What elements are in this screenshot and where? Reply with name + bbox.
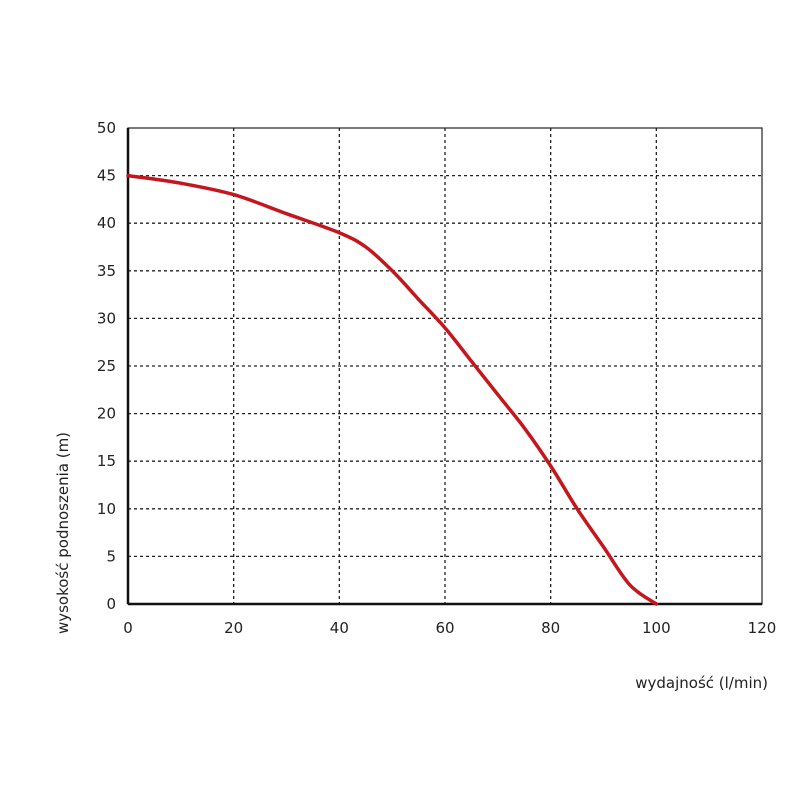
- y-axis-title: wysokość podnoszenia (m): [54, 432, 72, 634]
- x-tick-label: 60: [435, 619, 454, 637]
- y-tick-labels: 0 5 10 15 20 25 30 35 40 45 50: [97, 119, 116, 613]
- y-tick-label: 5: [106, 547, 116, 565]
- series-layer: [126, 173, 659, 606]
- y-tick-label: 20: [97, 405, 116, 423]
- x-tick-label: 20: [224, 619, 243, 637]
- y-tick-label: 40: [97, 214, 116, 232]
- y-tick-label: 25: [97, 357, 116, 375]
- y-tick-label: 10: [97, 500, 116, 518]
- x-axis-title: wydajność (l/min): [635, 674, 768, 692]
- x-tick-label: 120: [748, 619, 777, 637]
- x-tick-label: 40: [330, 619, 349, 637]
- x-tick-label: 0: [123, 619, 133, 637]
- x-tick-label: 80: [541, 619, 560, 637]
- y-tick-label: 45: [97, 167, 116, 185]
- x-tick-label: 100: [642, 619, 671, 637]
- y-tick-label: 30: [97, 309, 116, 327]
- y-tick-label: 0: [106, 595, 116, 613]
- y-tick-label: 50: [97, 119, 116, 137]
- x-tick-labels: 0 20 40 60 80 100 120: [123, 619, 776, 637]
- y-tick-label: 15: [97, 452, 116, 470]
- series-line: [126, 173, 659, 606]
- y-tick-label: 35: [97, 262, 116, 280]
- grid-lines: [128, 128, 762, 604]
